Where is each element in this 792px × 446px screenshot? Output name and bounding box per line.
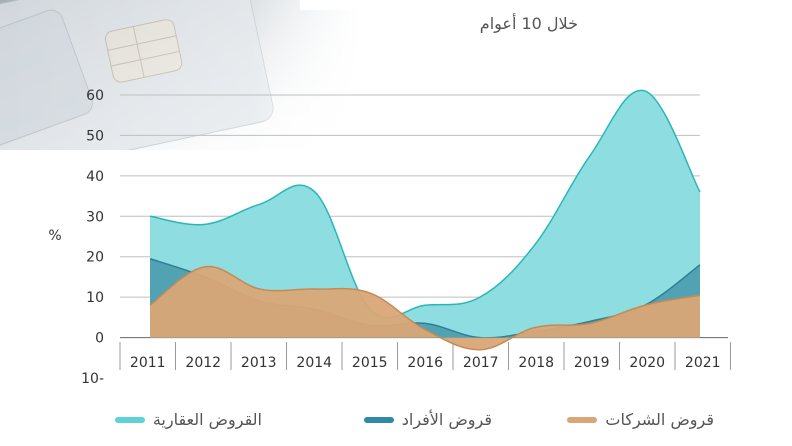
x-tick-label: 2016 xyxy=(407,355,443,371)
series-corporates-area xyxy=(150,266,700,350)
y-tick-label: 50 xyxy=(86,128,104,144)
x-tick-label: 2018 xyxy=(518,355,554,371)
x-tick-label: 2011 xyxy=(130,355,166,371)
x-tick-label: 2014 xyxy=(296,355,332,371)
x-tick-label: 2019 xyxy=(574,355,610,371)
x-tick-label: 2020 xyxy=(629,355,665,371)
series-real-estate-line xyxy=(149,89,701,319)
y-tick-label: 30 xyxy=(86,209,104,225)
x-tick-label: 2013 xyxy=(241,355,277,371)
y-tick-label: 10 xyxy=(86,290,104,306)
legend: قروض الشركات قروض الأفراد القروض العقارية xyxy=(0,410,792,440)
y-tick-label: 60 xyxy=(86,88,104,104)
legend-item: قروض الشركات xyxy=(567,410,714,429)
legend-item: القروض العقارية xyxy=(114,410,262,429)
legend-label: القروض العقارية xyxy=(152,410,262,429)
legend-swatch xyxy=(567,416,598,423)
y-tick-label: 10- xyxy=(81,371,104,387)
credit-card-photo xyxy=(0,0,360,150)
title-bar xyxy=(300,0,560,10)
y-tick-label: 20 xyxy=(86,250,104,266)
y-axis-label: % xyxy=(48,228,61,244)
x-tick-label: 2012 xyxy=(185,355,221,371)
chart-subtitle: خلال 10 أعوام xyxy=(479,14,578,33)
y-tick-label: 0 xyxy=(95,331,104,347)
legend-label: قروض الشركات xyxy=(605,410,714,429)
series-corporates-line xyxy=(149,265,701,351)
legend-label: قروض الأفراد xyxy=(401,410,492,429)
x-tick-label: 2015 xyxy=(352,355,388,371)
legend-item: قروض الأفراد xyxy=(363,410,492,429)
x-tick-label: 2017 xyxy=(463,355,499,371)
y-tick-label: 40 xyxy=(86,169,104,185)
chart: 60 50 40 30 20 10 0 10- 2011 2012 2013 2014 2015 2016… xyxy=(48,88,731,387)
x-tick-label: 2021 xyxy=(685,355,721,371)
legend-swatch xyxy=(114,416,145,423)
series-real-estate-area xyxy=(150,90,700,338)
legend-swatch xyxy=(363,416,394,423)
